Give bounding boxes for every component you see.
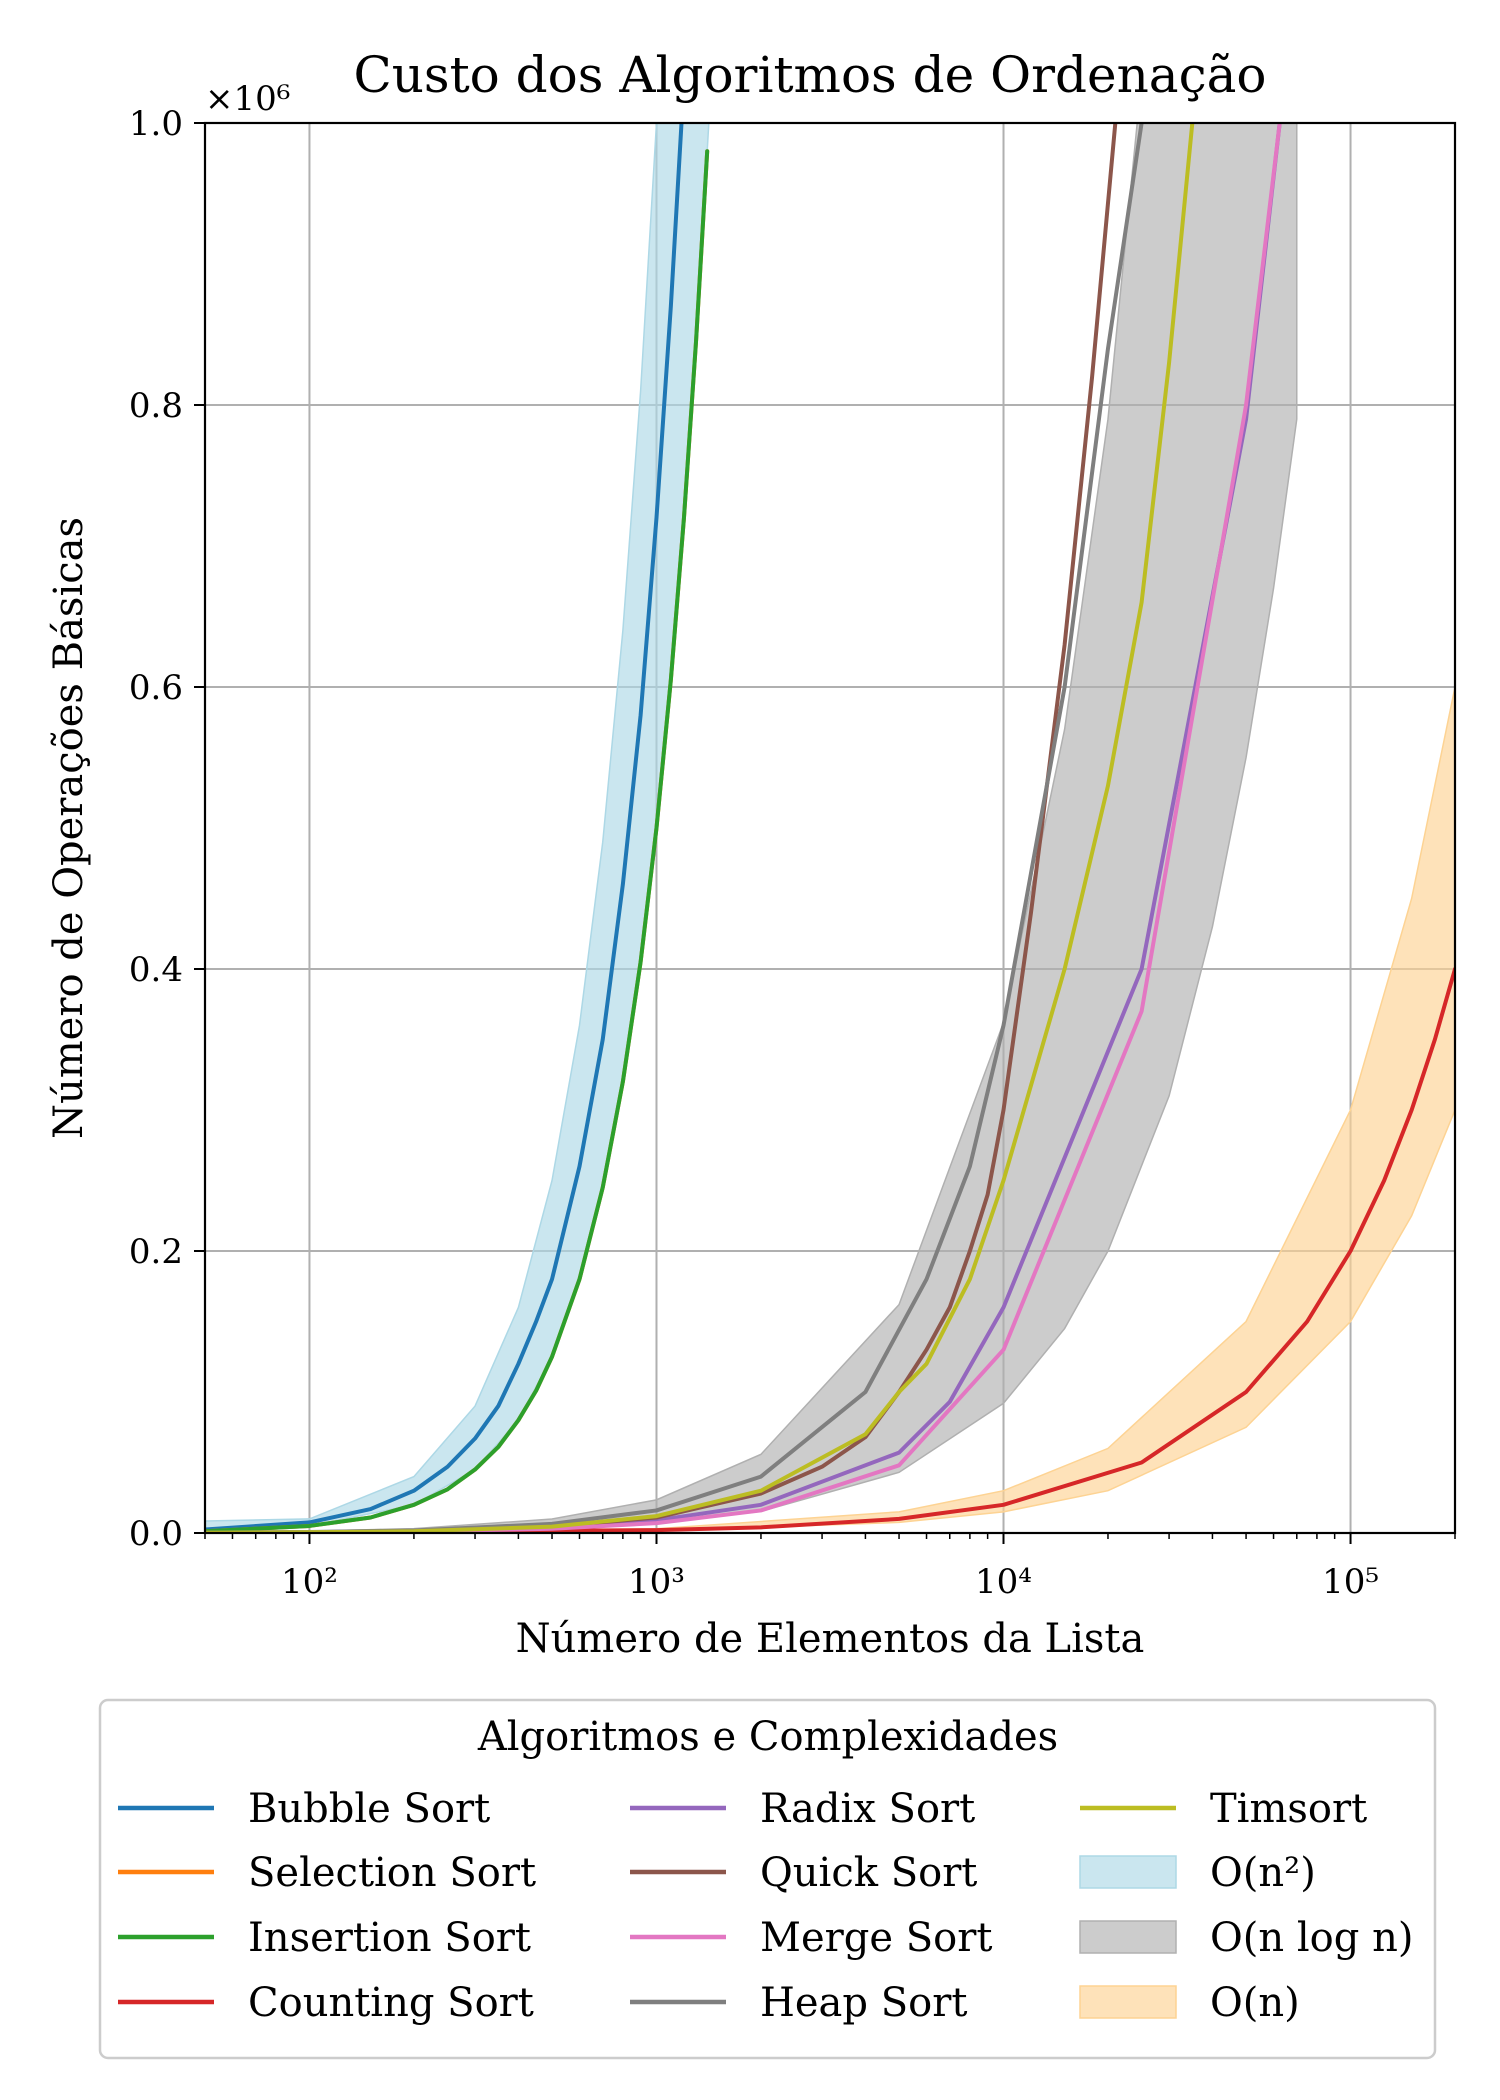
y-axis-ticks: 0.0 0.2 0.4 0.6 0.8 1.0 [129,104,205,1554]
plot-frame [203,121,1457,1535]
y-tick-label: 0.6 [129,668,183,708]
y-tick-label: 0.4 [129,950,183,990]
complexity-band [205,686,1455,1533]
legend-label: Merge Sort [760,1915,992,1961]
series-line [205,123,684,1532]
x-axis-ticks: 10² 10³ 10⁴ 10⁵ [204,1533,1456,1602]
x-tick-label: 10⁴ [975,1562,1032,1602]
series-line [205,149,710,1533]
y-tick-label: 1.0 [129,104,183,144]
series-line [205,123,1195,1533]
y-tick-label: 0.8 [129,386,183,426]
legend-frame [98,1698,1437,2060]
legend-label: O(n²) [1210,1850,1316,1896]
chart-title: Custo dos Algoritmos de Ordenação [353,46,1266,104]
legend-entries: Bubble Sort Selection Sort Insertion Sort C… [118,1786,1413,2026]
legend-label: Selection Sort [248,1850,536,1896]
series-line [205,967,1455,1533]
legend-swatch [1079,1920,1177,1954]
y-tick-label: 0.0 [129,1514,183,1554]
legend-label: Heap Sort [760,1980,967,2026]
legend-label: Insertion Sort [248,1915,531,1961]
legend-label: O(n) [1210,1980,1300,2026]
algorithm-lines [205,123,1455,1533]
x-tick-label: 10³ [628,1562,685,1602]
x-tick-label: 10² [281,1562,338,1602]
legend-label: Quick Sort [760,1850,977,1896]
x-tick-label: 10⁵ [1322,1562,1379,1602]
legend-label: Radix Sort [760,1786,975,1832]
legend-label: O(n log n) [1210,1915,1413,1961]
y-multiplier-label: ×10⁶ [205,79,290,119]
y-axis-title: Número de Operações Básicas [46,517,92,1139]
x-axis-title: Número de Elementos da Lista [516,1616,1145,1662]
legend-label: Counting Sort [248,1980,534,2026]
legend-label: Bubble Sort [248,1786,490,1832]
legend-swatch [1079,1855,1177,1889]
legend: Algoritmos e Complexidades Bubble Sort Se… [98,1698,1437,2060]
y-tick-label: 0.2 [129,1232,183,1272]
legend-swatch [1079,1985,1177,2019]
legend-title: Algoritmos e Complexidades [477,1714,1058,1760]
legend-label: Timsort [1210,1786,1367,1832]
